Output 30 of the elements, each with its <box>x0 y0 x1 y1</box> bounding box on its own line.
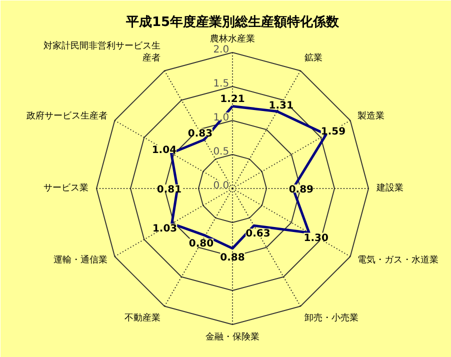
spoke-label: 卸売・小売業 <box>304 312 359 324</box>
chart-title: 平成15年度産業別総生産額特化係数 <box>124 14 340 30</box>
spoke-label: 金融・保険業 <box>206 332 260 343</box>
spoke-label: 政府サービス生産者 <box>26 110 108 122</box>
spoke-label: 不動産業 <box>124 312 160 324</box>
spoke-label: 建設業 <box>376 182 404 194</box>
data-label: 0.89 <box>288 184 314 196</box>
y-tick-label: 1.0 <box>213 112 230 124</box>
data-label: 0.63 <box>246 228 270 240</box>
spoke-label: 電気・ガス・水道業 <box>357 254 438 266</box>
spoke-label: 鉱業 <box>304 52 323 64</box>
data-label: 0.80 <box>188 238 214 250</box>
y-tick-label: 1.5 <box>213 78 230 90</box>
y-tick-label: 0.5 <box>213 146 230 158</box>
data-label: 1.21 <box>220 94 245 106</box>
data-label: 1.03 <box>152 224 178 235</box>
data-label: 0.88 <box>220 252 245 264</box>
spoke-label: 運輸・通信業 <box>54 254 108 266</box>
data-label: 1.04 <box>152 145 177 156</box>
y-tick-label: 2.0 <box>213 44 230 56</box>
data-label: 0.83 <box>188 128 213 140</box>
y-tick-label: 0.0 <box>213 180 230 192</box>
data-label: 1.30 <box>304 232 328 244</box>
spoke-label: 対家計民間非営利サービス生産者 <box>43 40 160 64</box>
spoke-label: 製造業 <box>357 110 384 122</box>
data-label: 1.31 <box>268 100 294 112</box>
data-label: 1.59 <box>320 126 346 138</box>
data-label: 0.81 <box>156 184 182 196</box>
spoke-label: サービス業 <box>43 182 88 194</box>
spoke-label: 農林水産業 <box>210 33 255 44</box>
